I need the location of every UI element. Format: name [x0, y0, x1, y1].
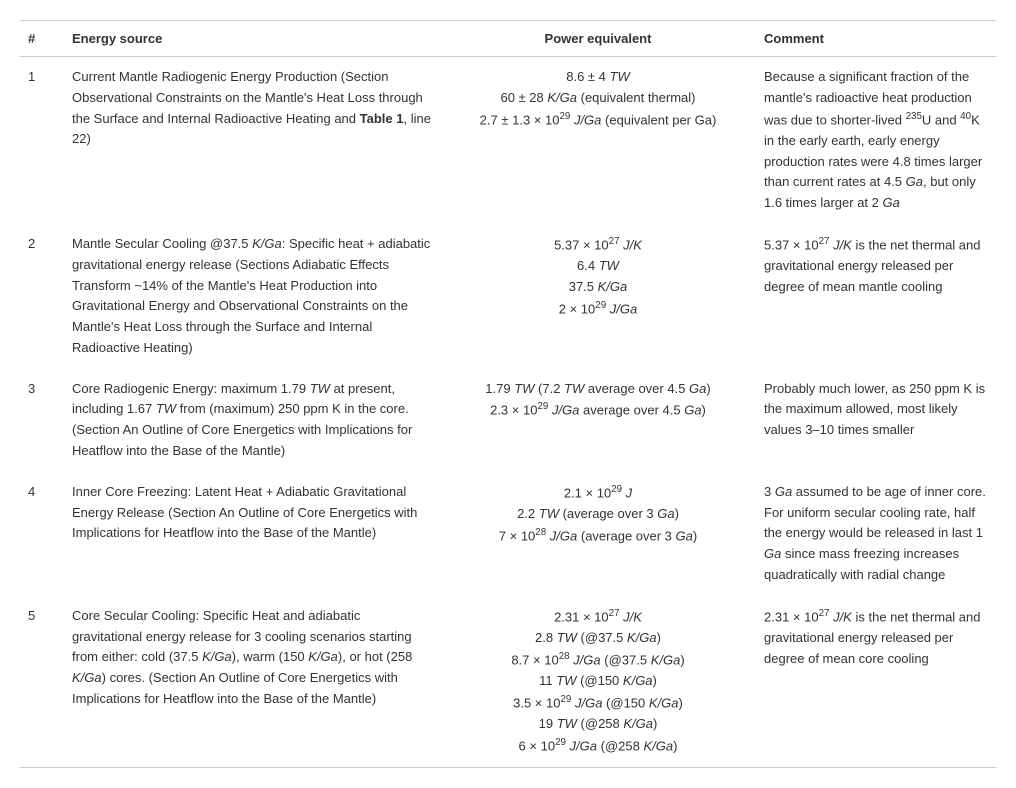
table-row: 3Core Radiogenic Energy: maximum 1.79 TW…	[20, 369, 996, 472]
table-row: 5Core Secular Cooling: Specific Heat and…	[20, 596, 996, 767]
table-header-row: # Energy source Power equivalent Comment	[20, 21, 996, 57]
cell-num: 5	[20, 596, 64, 767]
cell-energy-source: Mantle Secular Cooling @37.5 K/Ga: Speci…	[64, 224, 440, 369]
power-line: 7 × 1028 J/Ga (average over 3 Ga)	[448, 525, 748, 547]
power-line: 6.4 TW	[448, 256, 748, 277]
power-line: 8.6 ± 4 TW	[448, 67, 748, 88]
cell-energy-source: Current Mantle Radiogenic Energy Product…	[64, 57, 440, 224]
cell-num: 2	[20, 224, 64, 369]
header-num: #	[20, 21, 64, 57]
cell-num: 1	[20, 57, 64, 224]
header-power: Power equivalent	[440, 21, 756, 57]
cell-power-equivalent: 5.37 × 1027 J/K6.4 TW37.5 K/Ga2 × 1029 J…	[440, 224, 756, 369]
power-line: 8.7 × 1028 J/Ga (@37.5 K/Ga)	[448, 649, 748, 671]
header-comment: Comment	[756, 21, 996, 57]
power-line: 2.31 × 1027 J/K	[448, 606, 748, 628]
power-line: 5.37 × 1027 J/K	[448, 234, 748, 256]
cell-comment: Because a significant fraction of the ma…	[756, 57, 996, 224]
power-line: 2.7 ± 1.3 × 1029 J/Ga (equivalent per Ga…	[448, 109, 748, 131]
cell-power-equivalent: 2.31 × 1027 J/K2.8 TW (@37.5 K/Ga)8.7 × …	[440, 596, 756, 767]
cell-comment: 5.37 × 1027 J/K is the net thermal and g…	[756, 224, 996, 369]
power-line: 60 ± 28 K/Ga (equivalent thermal)	[448, 88, 748, 109]
power-line: 1.79 TW (7.2 TW average over 4.5 Ga)	[448, 379, 748, 400]
power-line: 3.5 × 1029 J/Ga (@150 K/Ga)	[448, 692, 748, 714]
cell-comment: 3 Ga assumed to be age of inner core. Fo…	[756, 472, 996, 596]
energy-table: # Energy source Power equivalent Comment…	[20, 20, 996, 768]
cell-comment: 2.31 × 1027 J/K is the net thermal and g…	[756, 596, 996, 767]
cell-num: 3	[20, 369, 64, 472]
cell-power-equivalent: 1.79 TW (7.2 TW average over 4.5 Ga)2.3 …	[440, 369, 756, 472]
cell-comment: Probably much lower, as 250 ppm K is the…	[756, 369, 996, 472]
power-line: 2.2 TW (average over 3 Ga)	[448, 504, 748, 525]
power-line: 2.3 × 1029 J/Ga average over 4.5 Ga)	[448, 399, 748, 421]
power-line: 11 TW (@150 K/Ga)	[448, 671, 748, 692]
table-row: 2Mantle Secular Cooling @37.5 K/Ga: Spec…	[20, 224, 996, 369]
cell-energy-source: Core Radiogenic Energy: maximum 1.79 TW …	[64, 369, 440, 472]
header-source: Energy source	[64, 21, 440, 57]
power-line: 2 × 1029 J/Ga	[448, 298, 748, 320]
cell-power-equivalent: 2.1 × 1029 J2.2 TW (average over 3 Ga)7 …	[440, 472, 756, 596]
cell-energy-source: Core Secular Cooling: Specific Heat and …	[64, 596, 440, 767]
cell-num: 4	[20, 472, 64, 596]
table-row: 1Current Mantle Radiogenic Energy Produc…	[20, 57, 996, 224]
power-line: 19 TW (@258 K/Ga)	[448, 714, 748, 735]
table-row: 4Inner Core Freezing: Latent Heat + Adia…	[20, 472, 996, 596]
power-line: 2.8 TW (@37.5 K/Ga)	[448, 628, 748, 649]
cell-energy-source: Inner Core Freezing: Latent Heat + Adiab…	[64, 472, 440, 596]
power-line: 37.5 K/Ga	[448, 277, 748, 298]
power-line: 6 × 1029 J/Ga (@258 K/Ga)	[448, 735, 748, 757]
cell-power-equivalent: 8.6 ± 4 TW60 ± 28 K/Ga (equivalent therm…	[440, 57, 756, 224]
power-line: 2.1 × 1029 J	[448, 482, 748, 504]
